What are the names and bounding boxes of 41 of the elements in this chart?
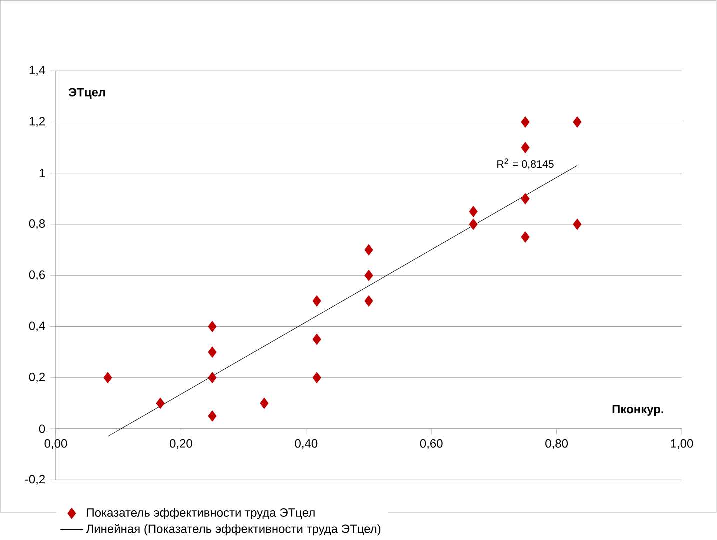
- point: [312, 334, 322, 345]
- y-tick-label: 0,8: [29, 219, 46, 230]
- point: [573, 116, 582, 128]
- point: [469, 206, 478, 218]
- x-tick-label: 0,20: [170, 439, 192, 450]
- point: [364, 244, 374, 256]
- point: [521, 231, 530, 243]
- point: [469, 218, 478, 230]
- y-tick-label: 0,6: [29, 270, 46, 280]
- point: [156, 398, 165, 409]
- y-tick-label: -0,2: [25, 474, 45, 485]
- point: [208, 410, 217, 422]
- y-axis-title: ЭТцел: [68, 88, 106, 99]
- point: [312, 372, 322, 384]
- x-tick-label: 1,00: [671, 439, 694, 450]
- point: [208, 372, 217, 384]
- point: [312, 295, 322, 307]
- y-tick-label: 0,4: [29, 322, 46, 332]
- x-axis-title: Пконкур.: [612, 404, 664, 416]
- annotation: R$^{2}$ = 0,8145: [498, 158, 554, 170]
- point: [521, 116, 530, 128]
- point: [521, 142, 530, 154]
- x-tick-label: 0,60: [420, 439, 443, 450]
- y-tick-label: 0,2: [29, 372, 45, 383]
- point: [208, 346, 217, 358]
- y-tick-label: 1: [40, 169, 46, 178]
- y-tick-label: 1,2: [30, 117, 45, 127]
- y-tick-label: 0: [39, 424, 46, 434]
- x-tick-label: 0,00: [44, 439, 68, 450]
- point: [364, 270, 374, 281]
- point: [104, 372, 112, 384]
- point: [364, 295, 374, 307]
- x-tick-label: 0,80: [546, 439, 568, 450]
- point: [208, 320, 217, 332]
- legend-label: Показатель эффективности труда ЭТцел: [87, 508, 315, 520]
- x-tick-label: 0,40: [295, 439, 318, 450]
- y-tick-label: 1,4: [30, 66, 46, 76]
- point: [260, 398, 269, 409]
- legend-label: Линейная (Показатель эффективности труда ЭТцел): [86, 524, 381, 536]
- point: [521, 193, 530, 204]
- point: [573, 218, 582, 230]
